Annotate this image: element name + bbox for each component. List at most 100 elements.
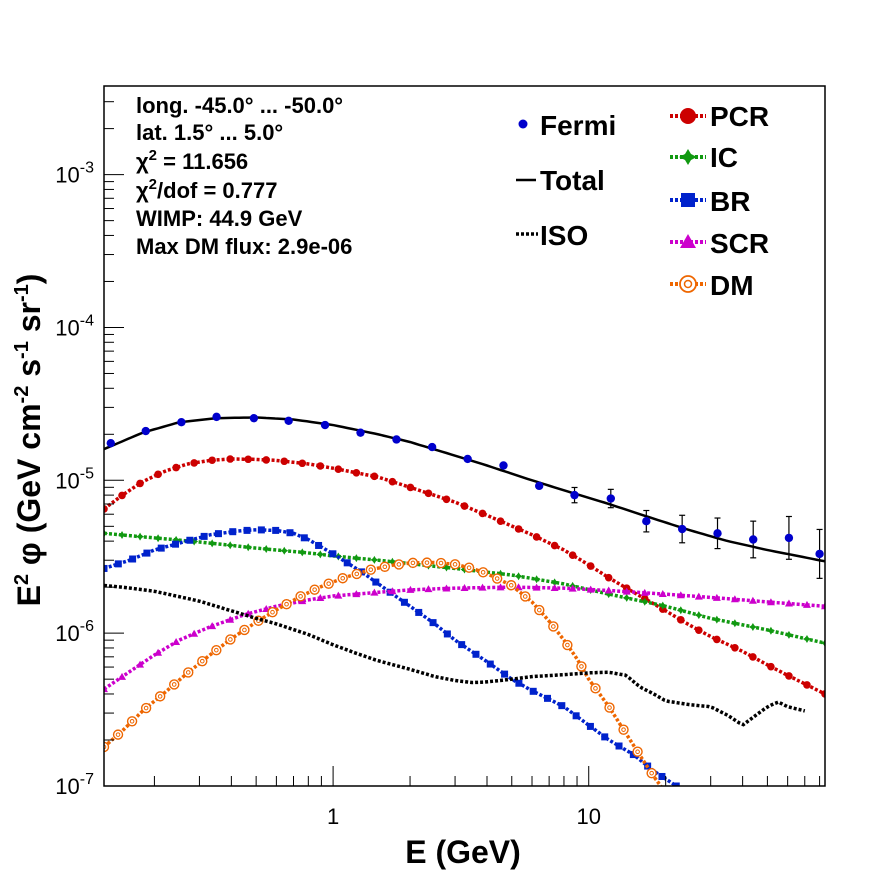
marker-dm-inner: [214, 647, 219, 653]
marker-ic: [532, 575, 541, 584]
marker-pcr: [695, 626, 703, 634]
y-tick-label: 10-7: [55, 771, 94, 799]
marker-scr: [442, 584, 451, 592]
marker-br: [272, 526, 280, 534]
marker-dm-inner: [298, 594, 303, 599]
marker-pcr: [154, 470, 162, 479]
series-pcr: [104, 455, 825, 698]
scr-marker-icon: [680, 234, 696, 248]
fermi-point: [392, 435, 401, 444]
marker-scr: [712, 593, 721, 601]
marker-br: [214, 530, 222, 538]
marker-dm-inner: [270, 609, 275, 615]
marker-dm: [506, 580, 517, 591]
marker-dm-inner: [340, 575, 346, 581]
marker-dm-inner: [143, 705, 149, 711]
fermi-point: [141, 426, 150, 436]
marker-ic: [244, 543, 253, 552]
marker-ic: [766, 626, 775, 635]
marker-dm: [351, 568, 362, 580]
marker-ic: [316, 550, 325, 559]
legend-label-iso: ISO: [540, 220, 588, 251]
legend-label-ic: IC: [710, 142, 738, 173]
legend-label-br: BR: [710, 186, 750, 217]
marker-ic: [370, 555, 379, 564]
marker-scr: [748, 596, 757, 604]
marker-dm: [548, 621, 559, 632]
marker-pcr: [424, 489, 433, 498]
fermi-point: [749, 535, 758, 544]
marker-ic: [802, 635, 811, 644]
series-line-iso: [104, 583, 806, 727]
marker-pcr: [190, 459, 198, 467]
fermi-point: [106, 438, 115, 448]
marker-pcr: [370, 472, 379, 481]
marker-br: [286, 529, 294, 537]
marker-dm-inner: [565, 642, 570, 648]
marker-dm-inner: [480, 570, 486, 575]
legend-label-total: Total: [540, 165, 605, 196]
marker-pcr: [442, 495, 451, 504]
marker-dm-inner: [368, 567, 374, 572]
marker-br: [129, 555, 137, 563]
fermi-marker-icon: [518, 119, 528, 129]
marker-pcr: [244, 455, 252, 464]
marker-br: [486, 660, 494, 668]
marker-pcr: [406, 483, 415, 492]
marker-dm-inner: [115, 732, 121, 737]
series-iso: [104, 583, 806, 727]
legend-item-total: Total: [516, 165, 605, 196]
marker-dm: [534, 604, 545, 616]
marker-br: [114, 560, 122, 568]
marker-dm: [267, 607, 278, 618]
marker-dm-inner: [649, 770, 654, 776]
info-chi2-dof: χ2/dof = 0.777: [136, 176, 277, 203]
marker-pcr: [172, 463, 180, 472]
fermi-point: [177, 417, 186, 427]
y-axis-label: E2 φ (GeV cm-2 s-1 sr-1): [11, 274, 47, 607]
info-max-dm-flux: Max DM flux: 2.9e-06: [136, 234, 352, 259]
marker-scr: [478, 583, 487, 591]
marker-dm: [421, 557, 433, 568]
marker-dm-inner: [494, 576, 500, 581]
marker-br: [143, 549, 151, 557]
marker-br: [372, 578, 380, 586]
marker-br: [443, 630, 451, 638]
marker-ic: [604, 590, 613, 599]
fermi-points-layer: [106, 412, 824, 579]
marker-br: [658, 772, 666, 780]
marker-dm-inner: [438, 560, 444, 566]
marker-pcr: [496, 517, 505, 525]
legend-label-scr: SCR: [710, 228, 769, 259]
marker-ic: [550, 578, 559, 587]
marker-ic: [514, 572, 523, 581]
marker-dm-inner: [466, 565, 472, 571]
marker-pcr: [298, 459, 307, 468]
marker-dm: [239, 624, 250, 636]
marker-scr: [730, 595, 739, 603]
marker-ic: [694, 611, 703, 620]
marker-pcr: [586, 562, 595, 570]
marker-dm-inner: [185, 670, 191, 675]
marker-dm: [562, 639, 573, 651]
marker-dm-inner: [242, 627, 247, 633]
marker-ic: [622, 593, 631, 602]
legend-right: PCR IC BR SCR DM: [670, 101, 769, 301]
marker-dm-inner: [537, 607, 542, 613]
marker-dm: [604, 702, 615, 713]
marker-ic: [208, 539, 217, 548]
marker-br: [601, 733, 609, 741]
marker-scr: [406, 585, 415, 593]
fermi-point: [534, 481, 544, 491]
marker-ic: [784, 630, 793, 639]
marker-dm: [281, 598, 292, 610]
ic-marker-icon: [679, 149, 697, 165]
axes-layer: 1 10 10-7 10-6 10-5 10-4 10-3: [55, 101, 821, 829]
dm-marker-inner: [683, 279, 693, 289]
marker-dm-inner: [508, 582, 514, 588]
marker-scr: [190, 629, 199, 637]
marker-dm-inner: [593, 686, 598, 691]
marker-dm: [449, 559, 461, 570]
marker-scr: [370, 588, 379, 596]
marker-br: [558, 702, 566, 710]
